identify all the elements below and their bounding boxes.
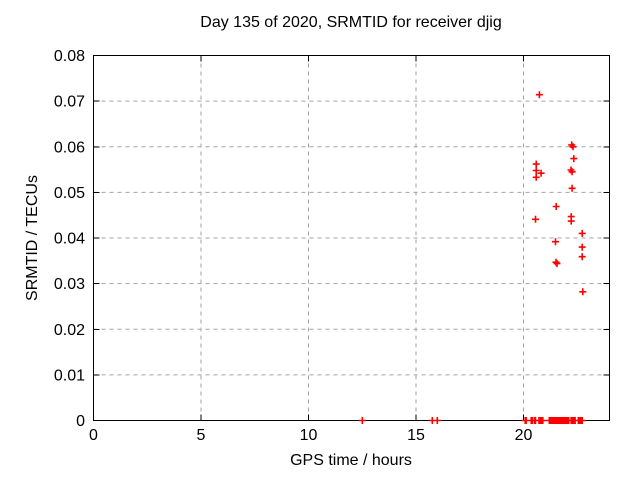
data-points: [358, 91, 587, 424]
y-tick-label: 0.07: [54, 94, 85, 111]
x-tick-label: 15: [407, 427, 425, 444]
y-tick-label: 0.08: [54, 48, 85, 65]
x-axis-label: GPS time / hours: [290, 452, 412, 469]
y-tick-label: 0.06: [54, 139, 85, 156]
y-tick-label: 0.03: [54, 276, 85, 293]
y-axis-label: SRMTID / TECUs: [24, 175, 41, 301]
x-tick-label: 10: [300, 427, 318, 444]
y-tick-label: 0.04: [54, 231, 85, 248]
y-tick-label: 0.02: [54, 322, 85, 339]
x-tick-label: 20: [515, 427, 533, 444]
chart-title: Day 135 of 2020, SRMTID for receiver dji…: [200, 14, 502, 31]
x-tick-label: 5: [197, 427, 206, 444]
y-tick-label: 0.01: [54, 367, 85, 384]
y-tick-label: 0: [76, 413, 85, 430]
y-tick-label: 0.05: [54, 185, 85, 202]
x-tick-label: 0: [89, 427, 98, 444]
